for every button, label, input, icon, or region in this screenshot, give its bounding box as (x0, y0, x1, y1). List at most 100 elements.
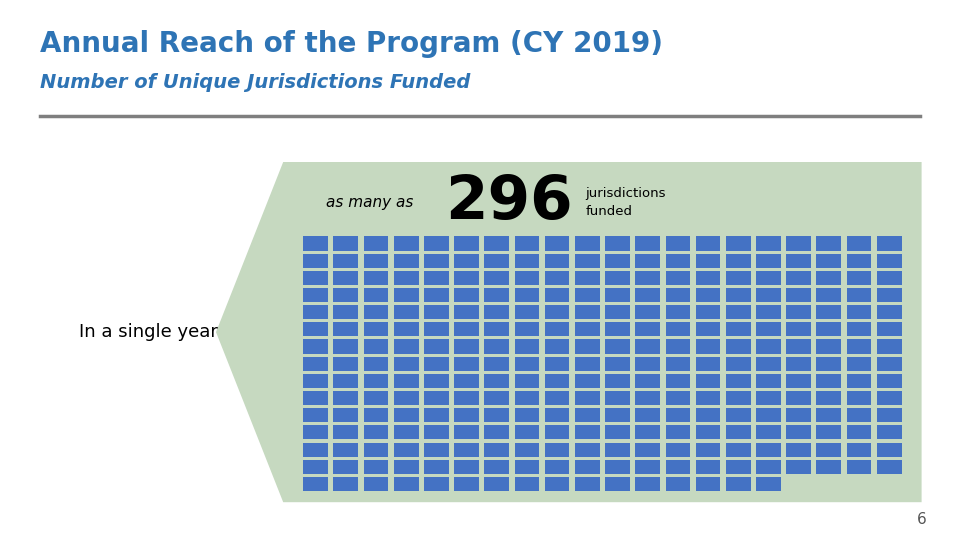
Bar (364, 340, 389, 354)
Bar (816, 356, 841, 371)
Bar (696, 356, 720, 371)
Bar (394, 237, 419, 251)
Bar (756, 374, 780, 388)
Bar (665, 271, 690, 285)
Bar (485, 322, 509, 336)
Bar (756, 391, 780, 405)
Bar (515, 322, 540, 336)
Bar (485, 408, 509, 422)
Bar (303, 271, 328, 285)
Bar (575, 288, 600, 302)
Bar (333, 340, 358, 354)
Bar (756, 305, 780, 319)
Bar (485, 356, 509, 371)
Bar (756, 254, 780, 268)
Bar (575, 356, 600, 371)
Bar (485, 460, 509, 474)
Bar (696, 460, 720, 474)
Bar (424, 237, 448, 251)
Bar (726, 426, 751, 440)
Bar (515, 391, 540, 405)
Bar (575, 460, 600, 474)
Bar (726, 322, 751, 336)
Bar (605, 288, 630, 302)
Bar (333, 271, 358, 285)
Bar (756, 288, 780, 302)
Bar (876, 460, 901, 474)
Bar (333, 426, 358, 440)
Bar (756, 460, 780, 474)
Bar (605, 460, 630, 474)
Bar (454, 237, 479, 251)
Bar (786, 305, 811, 319)
Bar (575, 254, 600, 268)
Bar (394, 460, 419, 474)
Bar (575, 237, 600, 251)
Bar (665, 442, 690, 457)
Bar (816, 271, 841, 285)
Bar (364, 288, 389, 302)
Bar (575, 408, 600, 422)
Bar (605, 426, 630, 440)
Bar (364, 442, 389, 457)
Bar (756, 322, 780, 336)
Bar (756, 237, 780, 251)
Bar (303, 460, 328, 474)
Bar (333, 391, 358, 405)
Bar (364, 254, 389, 268)
Bar (303, 391, 328, 405)
Bar (424, 391, 448, 405)
Bar (454, 305, 479, 319)
Bar (816, 460, 841, 474)
Bar (394, 442, 419, 457)
Bar (665, 237, 690, 251)
Bar (756, 356, 780, 371)
Polygon shape (216, 162, 922, 502)
Bar (544, 237, 569, 251)
Bar (364, 322, 389, 336)
Bar (333, 477, 358, 491)
Bar (333, 442, 358, 457)
Text: as many as: as many as (326, 195, 414, 210)
Bar (726, 374, 751, 388)
Bar (515, 374, 540, 388)
Bar (575, 271, 600, 285)
Bar (485, 237, 509, 251)
Bar (876, 391, 901, 405)
Bar (454, 460, 479, 474)
Bar (605, 356, 630, 371)
Bar (665, 477, 690, 491)
Bar (544, 305, 569, 319)
Bar (575, 322, 600, 336)
Bar (424, 271, 448, 285)
Bar (544, 322, 569, 336)
Bar (847, 305, 872, 319)
Bar (605, 477, 630, 491)
Bar (847, 374, 872, 388)
Bar (575, 374, 600, 388)
Bar (696, 237, 720, 251)
Bar (575, 442, 600, 457)
Bar (454, 288, 479, 302)
Bar (485, 374, 509, 388)
Bar (364, 356, 389, 371)
Bar (485, 391, 509, 405)
Bar (515, 426, 540, 440)
Bar (726, 340, 751, 354)
Bar (485, 477, 509, 491)
Bar (816, 408, 841, 422)
Bar (636, 254, 660, 268)
Bar (605, 322, 630, 336)
Bar (454, 391, 479, 405)
Bar (726, 356, 751, 371)
Bar (394, 374, 419, 388)
Bar (876, 426, 901, 440)
Bar (876, 442, 901, 457)
Bar (756, 426, 780, 440)
Bar (544, 271, 569, 285)
Bar (816, 322, 841, 336)
Bar (636, 477, 660, 491)
Bar (333, 356, 358, 371)
Bar (364, 477, 389, 491)
Bar (424, 340, 448, 354)
